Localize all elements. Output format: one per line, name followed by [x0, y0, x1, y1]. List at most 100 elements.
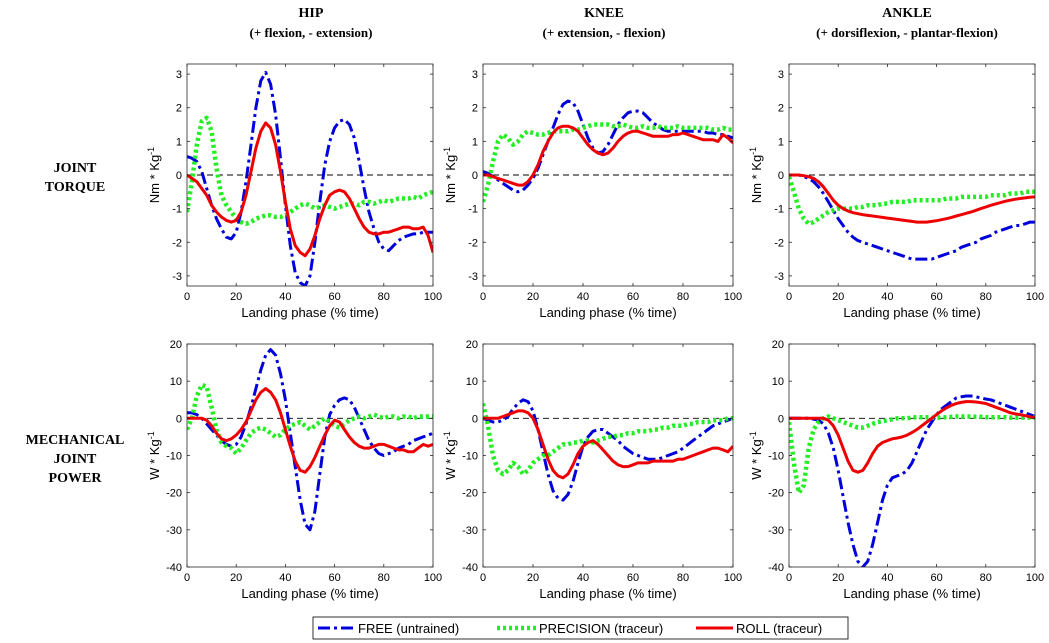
- y-tick-label: -30: [462, 525, 478, 537]
- series-line-precision: [187, 115, 433, 227]
- y-tick-label: 3: [472, 69, 478, 81]
- x-tick-label: 80: [980, 291, 992, 303]
- y-tick-label: 2: [778, 103, 784, 115]
- column-subtitle-ankle: (+ dorsiflexion, - plantar-flexion): [816, 25, 998, 40]
- y-tick-label: -10: [462, 451, 478, 463]
- x-tick-label: 40: [881, 572, 893, 584]
- x-tick-label: 100: [724, 291, 742, 303]
- y-tick-label: -2: [468, 237, 478, 249]
- panel-power-hip: 0 20 40 60 80 100 -40 -30 -20 -10 0 10 20 Landing pha…: [146, 339, 442, 601]
- y-axis-label: Nm * Kg-1: [146, 147, 162, 203]
- x-tick-label: 20: [527, 572, 539, 584]
- y-tick-label: 20: [170, 339, 182, 351]
- y-tick-label: 0: [778, 170, 784, 182]
- axes-box: [788, 343, 1036, 568]
- x-tick-label: 80: [980, 572, 992, 584]
- panel-torque-knee: 0 20 40 60 80 100 -3 -2 -1 0 1 2 3 Landing phase (% t…: [442, 63, 742, 320]
- column-title-hip: HIP: [299, 6, 324, 21]
- y-tick-label: -20: [462, 488, 478, 500]
- series-line-roll: [187, 121, 433, 258]
- y-tick-label: -1: [172, 204, 182, 216]
- y-axis-label: Nm * Kg-1: [442, 147, 458, 203]
- x-tick-label: 0: [184, 291, 190, 303]
- row-label-power-line3: POWER: [49, 471, 103, 486]
- axes-box: [186, 343, 434, 568]
- y-tick-label: 10: [466, 376, 478, 388]
- y-tick-label: 0: [176, 170, 182, 182]
- x-tick-label: 80: [677, 291, 689, 303]
- series-line-roll: [187, 387, 433, 474]
- legend-label-free: FREE (untrained): [358, 621, 459, 636]
- series-line-free: [483, 398, 733, 502]
- y-tick-label: -3: [468, 271, 478, 283]
- y-tick-label: 0: [778, 413, 784, 425]
- y-axis-label: Nm * Kg-1: [748, 147, 764, 203]
- y-tick-label: 2: [472, 103, 478, 115]
- x-tick-label: 0: [480, 291, 486, 303]
- y-tick-label: -30: [768, 525, 784, 537]
- x-tick-label: 40: [881, 291, 893, 303]
- column-title-knee: KNEE: [584, 6, 624, 21]
- y-tick-label: -20: [166, 488, 182, 500]
- x-axis-label: Landing phase (% time): [843, 305, 980, 320]
- y-tick-label: -10: [166, 451, 182, 463]
- y-tick-label: -10: [768, 451, 784, 463]
- y-tick-label: -1: [774, 204, 784, 216]
- y-tick-label: 1: [778, 136, 784, 148]
- y-tick-label: 3: [176, 69, 182, 81]
- legend-label-roll: ROLL (traceur): [736, 621, 822, 636]
- x-tick-label: 60: [328, 572, 340, 584]
- y-tick-label: 3: [778, 69, 784, 81]
- legend-box: [312, 616, 849, 640]
- series-line-roll: [789, 173, 1035, 224]
- x-tick-label: 20: [527, 291, 539, 303]
- legend: FREE (untrained) PRECISION (traceur) ROL…: [312, 616, 849, 640]
- x-tick-label: 100: [724, 572, 742, 584]
- series-line-precision: [483, 403, 733, 477]
- x-tick-label: 20: [832, 291, 844, 303]
- y-tick-label: -3: [774, 271, 784, 283]
- y-tick-label: 20: [772, 339, 784, 351]
- x-axis-label: Landing phase (% time): [843, 586, 980, 601]
- x-tick-label: 60: [930, 572, 942, 584]
- series-line-roll: [789, 400, 1035, 474]
- x-tick-label: 40: [279, 572, 291, 584]
- x-tick-label: 20: [832, 572, 844, 584]
- row-label-torque-line2: TORQUE: [45, 180, 105, 195]
- y-tick-label: -1: [468, 204, 478, 216]
- x-tick-label: 40: [577, 291, 589, 303]
- row-label-torque-line1: JOINT: [54, 161, 97, 176]
- x-tick-label: 0: [786, 291, 792, 303]
- panel-torque-ankle: 0 20 40 60 80 100 -3 -2 -1 0 1 2 3 Landing phase (% t…: [748, 63, 1044, 320]
- x-tick-label: 60: [930, 291, 942, 303]
- y-tick-label: 2: [176, 103, 182, 115]
- x-tick-label: 40: [577, 572, 589, 584]
- series-line-free: [187, 70, 433, 286]
- x-tick-label: 60: [627, 291, 639, 303]
- row-label-power-line1: MECHANICAL: [26, 433, 125, 448]
- y-tick-label: -40: [768, 562, 784, 574]
- x-axis-label: Landing phase (% time): [241, 586, 378, 601]
- y-tick-label: 10: [170, 376, 182, 388]
- y-tick-label: -2: [172, 237, 182, 249]
- series-line-free: [187, 348, 433, 532]
- y-tick-label: 0: [472, 170, 478, 182]
- series-line-precision: [789, 414, 1035, 495]
- series-line-free: [789, 394, 1035, 567]
- series-line-free: [483, 99, 733, 194]
- x-tick-label: 0: [786, 572, 792, 584]
- x-tick-label: 100: [1026, 291, 1044, 303]
- y-tick-label: -40: [462, 562, 478, 574]
- y-tick-label: 0: [472, 413, 478, 425]
- x-tick-label: 20: [230, 291, 242, 303]
- y-tick-label: -3: [172, 271, 182, 283]
- y-axis-label: W * Kg-1: [146, 431, 162, 479]
- x-tick-label: 40: [279, 291, 291, 303]
- panel-torque-hip: 0 20 40 60 80 100 -3 -2 -1 0 1 2 3 Landing phase (% t…: [146, 63, 442, 320]
- series-line-free: [789, 173, 1035, 261]
- y-axis-label: W * Kg-1: [442, 431, 458, 479]
- panel-power-ankle: 0 20 40 60 80 100 -40 -30 -20 -10 0 10 20 Landing pha…: [748, 339, 1044, 601]
- x-tick-label: 60: [627, 572, 639, 584]
- x-tick-label: 100: [1026, 572, 1044, 584]
